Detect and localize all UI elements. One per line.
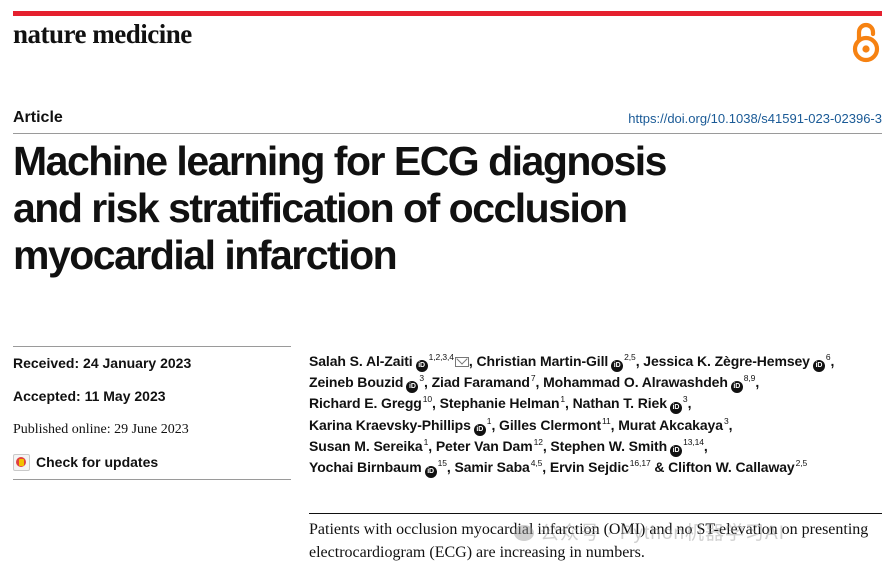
author-name-text: Ervin Sejdic — [549, 459, 629, 476]
author-name[interactable]: Samir Saba4,5 — [454, 459, 542, 475]
article-title: Machine learning for ECG diagnosis and r… — [13, 138, 733, 279]
author-name-text: Karina Kraevsky-Phillips — [309, 416, 471, 433]
affiliation-superscript: 7 — [530, 373, 536, 384]
author-line: Zeineb Bouzid iD3, Ziad Faramand7, Mohamm… — [309, 372, 889, 394]
article-type-label: Article — [13, 109, 63, 126]
author-name[interactable]: Yochai Birnbaum iD15 — [309, 458, 447, 479]
affiliation-superscript: 15 — [437, 458, 447, 469]
author-name[interactable]: Christian Martin-Gill iD2,5 — [476, 352, 636, 372]
doi-link[interactable]: https://doi.org/10.1038/s41591-023-02396… — [628, 111, 882, 126]
author-name-text: Samir Saba — [454, 459, 530, 476]
dates-divider — [13, 346, 291, 347]
affiliation-superscript: 3 — [723, 415, 729, 426]
affiliation-superscript: 13,14 — [683, 436, 704, 447]
title-line: and risk stratification of occlusion — [13, 185, 628, 231]
author-line: Yochai Birnbaum iD15, Samir Saba4,5, Ervi… — [309, 457, 889, 479]
author-name[interactable]: Nathan T. Riek iD3 — [572, 394, 688, 415]
author-list: Salah S. Al-Zaiti iD1,2,3,4, Christian Ma… — [309, 351, 889, 479]
affiliation-superscript: 6 — [825, 352, 831, 362]
author-name[interactable]: Gilles Clermont11 — [499, 415, 611, 433]
affiliation-superscript: 8,9 — [743, 373, 756, 384]
author-line: Karina Kraevsky-Phillips iD1, Gilles Cler… — [309, 415, 889, 436]
author-name-text: Mohammad O. Alrawashdeh — [543, 374, 728, 391]
accepted-date: Accepted: 11 May 2023 — [13, 388, 166, 404]
affiliation-superscript: 11 — [602, 415, 611, 426]
author-name-text: Yochai Birnbaum — [309, 459, 422, 476]
email-icon[interactable] — [454, 357, 469, 367]
wechat-icon — [514, 525, 534, 541]
author-name[interactable]: Jessica K. Zègre-Hemsey iD6 — [643, 352, 831, 372]
author-name[interactable]: Murat Akcakaya3 — [618, 415, 729, 433]
author-name[interactable]: Susan M. Sereika1 — [309, 438, 428, 454]
check-for-updates-link[interactable]: Check for updates — [13, 446, 291, 479]
author-name-text: Peter Van Dam — [435, 437, 533, 454]
affiliation-superscript: 3 — [419, 373, 425, 384]
header-divider — [13, 133, 882, 134]
author-name-text: Richard E. Gregg — [309, 395, 422, 412]
author-name-text: Nathan T. Riek — [572, 395, 667, 412]
check-for-updates-label: Check for updates — [36, 454, 159, 470]
orcid-icon[interactable]: iD — [730, 381, 743, 394]
author-name[interactable]: Clifton W. Callaway2,5 — [668, 459, 807, 475]
author-name-text: Susan M. Sereika — [309, 437, 423, 454]
author-name-text: Murat Akcakaya — [618, 416, 723, 433]
crossmark-icon — [13, 454, 30, 471]
author-name[interactable]: Zeineb Bouzid iD3 — [309, 373, 425, 394]
dates-panel: Received: 24 January 2023 Accepted: 11 M… — [13, 346, 291, 480]
author-name-text: Salah S. Al-Zaiti — [309, 353, 413, 369]
author-name-text: Ziad Faramand — [431, 374, 530, 391]
affiliation-superscript: 1 — [560, 394, 566, 405]
affiliation-superscript: 1 — [486, 415, 492, 426]
watermark: 公众号 · Python机器学习AI — [514, 518, 785, 545]
orcid-icon[interactable]: iD — [415, 360, 428, 372]
affiliation-superscript: 1,2,3,4 — [428, 352, 454, 362]
affiliation-superscript: 2,5 — [624, 352, 636, 362]
watermark-text: 公众号 · Python机器学习AI — [540, 523, 785, 544]
abstract-text: Patients with occlusion myocardial infar… — [309, 521, 869, 561]
journal-logo[interactable]: nature medicine — [13, 19, 192, 49]
orcid-icon[interactable]: iD — [424, 466, 437, 479]
author-name[interactable]: Ervin Sejdic16,17 — [550, 459, 651, 475]
author-name[interactable]: Salah S. Al-Zaiti iD1,2,3,4 — [309, 352, 469, 372]
published-date: Published online: 29 June 2023 — [13, 422, 189, 437]
orcid-icon[interactable]: iD — [669, 402, 682, 415]
author-name-text: Jessica K. Zègre-Hemsey — [643, 353, 810, 369]
author-name[interactable]: Richard E. Gregg10 — [309, 395, 432, 411]
author-line: Susan M. Sereika1, Peter Van Dam12, Step… — [309, 436, 889, 457]
author-name-text: Stephen W. Smith — [550, 437, 668, 454]
author-name[interactable]: Stephanie Helman1 — [440, 395, 565, 411]
open-access-icon — [852, 22, 880, 63]
author-name[interactable]: Stephen W. Smith iD13,14 — [550, 436, 704, 457]
title-line: myocardial infarction — [13, 232, 398, 278]
author-name-text: Stephanie Helman — [439, 395, 560, 412]
orcid-icon[interactable]: iD — [812, 360, 825, 372]
affiliation-superscript: 3 — [682, 394, 688, 405]
journal-accent-bar — [13, 11, 882, 16]
author-name-text: Christian Martin-Gill — [476, 353, 609, 369]
author-name-text: Zeineb Bouzid — [309, 374, 404, 391]
author-name[interactable]: Ziad Faramand7 — [432, 374, 536, 390]
affiliation-superscript: 1 — [423, 436, 429, 447]
author-name-text: Gilles Clermont — [499, 416, 602, 433]
dates-divider — [13, 479, 291, 480]
abstract-divider — [309, 513, 882, 514]
affiliation-superscript: 12 — [533, 436, 543, 447]
author-name-text: Clifton W. Callaway — [668, 459, 795, 476]
title-line: Machine learning for ECG diagnosis — [13, 138, 667, 184]
orcid-icon[interactable]: iD — [670, 444, 683, 457]
author-name[interactable]: Karina Kraevsky-Phillips iD1 — [309, 415, 492, 436]
author-line: Salah S. Al-Zaiti iD1,2,3,4, Christian Ma… — [309, 351, 889, 372]
affiliation-superscript: 10 — [422, 394, 433, 405]
author-name[interactable]: Peter Van Dam12 — [436, 438, 543, 454]
author-name[interactable]: Mohammad O. Alrawashdeh iD8,9 — [543, 373, 756, 394]
author-line: Richard E. Gregg10, Stephanie Helman1, N… — [309, 393, 889, 415]
received-date: Received: 24 January 2023 — [13, 355, 192, 371]
affiliation-superscript: 4,5 — [530, 458, 543, 469]
orcid-icon[interactable]: iD — [473, 423, 486, 436]
affiliation-superscript: 2,5 — [795, 458, 808, 469]
orcid-icon[interactable]: iD — [406, 381, 419, 394]
orcid-icon[interactable]: iD — [611, 360, 624, 372]
affiliation-superscript: 16,17 — [629, 458, 651, 469]
